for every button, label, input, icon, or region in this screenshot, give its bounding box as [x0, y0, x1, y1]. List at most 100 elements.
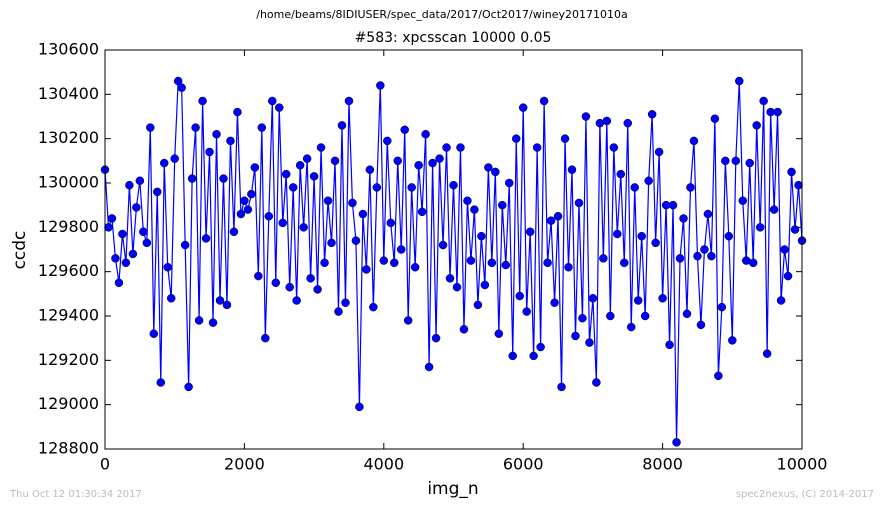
y-tick-label: 129600 — [38, 261, 99, 280]
marker — [574, 198, 584, 208]
marker — [745, 158, 754, 168]
marker — [114, 278, 124, 287]
x-tick-label: 6000 — [503, 455, 544, 474]
y-tick-label: 129800 — [38, 217, 99, 236]
marker — [459, 325, 469, 334]
marker — [780, 245, 789, 254]
marker — [362, 265, 371, 274]
marker — [146, 123, 155, 132]
marker — [658, 294, 667, 303]
marker — [104, 223, 113, 232]
marker — [358, 209, 368, 219]
marker — [431, 333, 441, 343]
marker — [536, 342, 545, 352]
marker — [128, 249, 138, 259]
marker — [456, 143, 465, 152]
marker — [159, 158, 169, 168]
marker — [665, 340, 674, 350]
marker — [703, 209, 713, 219]
marker — [337, 121, 347, 130]
marker — [400, 125, 409, 135]
y-tick-label: 129200 — [38, 350, 99, 369]
y-tick-label: 130000 — [38, 173, 99, 192]
marker — [505, 178, 514, 188]
x-tick-label: 10000 — [777, 455, 828, 474]
marker — [393, 156, 402, 166]
marker — [243, 205, 253, 214]
marker — [463, 196, 472, 205]
marker — [288, 183, 298, 192]
marker — [257, 123, 267, 132]
marker — [714, 371, 723, 381]
marker — [654, 147, 664, 157]
marker — [219, 174, 228, 183]
marker — [794, 180, 803, 190]
marker — [379, 256, 389, 265]
marker — [759, 96, 768, 106]
marker — [295, 161, 305, 170]
marker — [341, 298, 350, 307]
marker — [445, 274, 455, 283]
x-tick-label: 4000 — [363, 455, 404, 474]
marker — [623, 118, 632, 128]
marker — [424, 362, 434, 372]
marker — [344, 96, 354, 106]
marker — [672, 438, 681, 447]
marker — [738, 196, 748, 205]
marker — [606, 311, 615, 321]
marker — [135, 176, 145, 186]
marker — [153, 187, 162, 197]
marker — [271, 278, 281, 287]
marker — [226, 136, 235, 146]
marker — [748, 258, 758, 268]
marker — [166, 294, 176, 303]
marker — [679, 214, 688, 223]
marker — [191, 123, 200, 132]
marker — [281, 169, 291, 179]
y-axis-label: ccdc — [10, 231, 30, 270]
marker — [731, 156, 741, 166]
marker — [365, 165, 375, 174]
marker — [264, 212, 274, 221]
marker — [466, 256, 476, 265]
marker — [790, 225, 800, 234]
marker — [640, 311, 650, 321]
marker — [637, 231, 646, 241]
marker — [205, 147, 214, 157]
marker — [156, 378, 166, 387]
marker — [240, 196, 249, 205]
marker — [539, 96, 549, 106]
marker — [700, 245, 709, 254]
marker — [438, 240, 448, 250]
marker — [668, 200, 678, 210]
marker — [215, 296, 225, 305]
marker — [498, 200, 507, 210]
marker — [613, 229, 622, 239]
y-tick-label: 130400 — [38, 84, 99, 103]
marker — [250, 163, 260, 172]
marker — [142, 238, 152, 248]
marker — [177, 83, 186, 92]
marker — [330, 156, 340, 166]
marker — [585, 338, 594, 347]
marker — [201, 234, 211, 243]
marker — [421, 129, 430, 139]
marker — [755, 223, 765, 232]
marker — [407, 183, 416, 192]
marker — [515, 291, 524, 301]
marker — [107, 214, 117, 223]
marker — [278, 218, 287, 228]
marker — [372, 183, 382, 192]
marker — [292, 296, 301, 305]
x-tick-label: 0 — [100, 455, 110, 474]
marker — [261, 333, 270, 343]
marker — [522, 307, 531, 316]
marker — [592, 378, 601, 387]
y-tick-label: 129400 — [38, 306, 99, 325]
marker — [473, 300, 483, 310]
marker — [602, 116, 612, 126]
marker — [487, 258, 497, 268]
marker — [571, 331, 580, 341]
marker — [309, 172, 319, 181]
